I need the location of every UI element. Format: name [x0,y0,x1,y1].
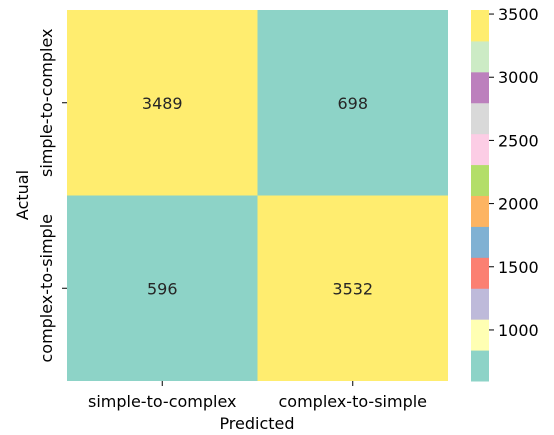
colorbar-tick-label: 3000 [498,68,539,87]
y-tick-label: simple-to-complex [37,28,56,177]
heatmap-cell [257,195,448,381]
heatmap-cells [67,10,448,381]
colorbar-segment [471,164,489,196]
cell-value-labels: 3489 698 596 3532 [142,94,373,299]
y-axis-ticks: simple-to-complex complex-to-simple [37,28,67,363]
cell-value-label: 3489 [142,94,183,113]
colorbar-ticks: 1000 1500 2000 2500 3000 3500 [489,5,539,340]
colorbar-segment [471,40,489,73]
colorbar-segment [471,102,489,135]
cell-value-label: 596 [147,279,178,298]
colorbar [471,10,489,382]
colorbar-segment [471,226,489,258]
y-tick-label: complex-to-simple [37,214,56,363]
cell-value-label: 698 [337,94,368,113]
x-tick-label: simple-to-complex [88,392,237,411]
colorbar-segment [471,71,489,104]
colorbar-tick-label: 2500 [498,131,539,150]
x-axis-ticks: simple-to-complex complex-to-simple [88,381,427,411]
colorbar-tick-label: 3500 [498,5,539,24]
x-tick-label: complex-to-simple [278,392,427,411]
colorbar-segment [471,257,489,289]
colorbar-tick-label: 2000 [498,195,539,214]
colorbar-segment [471,319,489,351]
y-axis-label: Actual [13,170,32,220]
heatmap-cell [67,10,258,196]
colorbar-tick-label: 1000 [498,321,539,340]
colorbar-segment [471,10,489,42]
colorbar-segment [471,195,489,227]
colorbar-segment [471,133,489,166]
colorbar-tick-label: 1500 [498,258,539,277]
colorbar-segment [471,288,489,320]
x-axis-label: Predicted [219,414,294,433]
cell-value-label: 3532 [332,279,373,298]
heatmap-cell [67,195,258,381]
colorbar-segment [471,350,489,382]
heatmap-cell [257,10,448,196]
